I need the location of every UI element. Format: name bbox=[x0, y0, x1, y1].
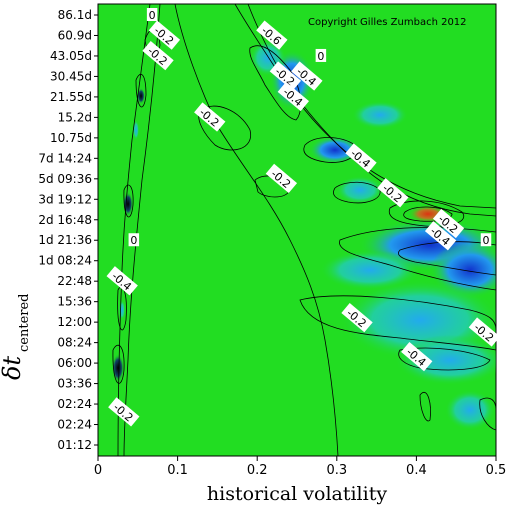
heat-spot bbox=[119, 300, 125, 320]
contour-label-text: 0 bbox=[317, 50, 324, 63]
contour-line bbox=[388, 200, 465, 227]
y-tick-label: 01:12 bbox=[57, 438, 92, 452]
y-tick-label: 08:24 bbox=[57, 336, 92, 350]
x-tick-label: 0 bbox=[94, 463, 102, 478]
contour-label: 0 bbox=[315, 48, 327, 63]
contour-label-text: 0 bbox=[149, 9, 156, 22]
contour-label-box bbox=[315, 48, 327, 62]
y-axis-label-main: δt bbox=[0, 356, 26, 380]
y-tick-label: 15:36 bbox=[57, 295, 92, 309]
heat-spot bbox=[137, 88, 145, 104]
y-tick-label: 60.9d bbox=[58, 28, 92, 42]
x-tick-label: 0.5 bbox=[486, 463, 507, 478]
x-axis-ticks: 0 0.1 0.2 0.3 0.4 0.5 bbox=[94, 456, 506, 478]
contour-line bbox=[247, 4, 496, 217]
y-axis-label-sub: centered bbox=[17, 294, 32, 353]
contour-line bbox=[299, 295, 496, 351]
contour-line bbox=[249, 45, 302, 121]
x-tick-label: 0.1 bbox=[167, 463, 188, 478]
heat-region bbox=[395, 335, 496, 385]
y-tick-label: 5d 09:36 bbox=[38, 172, 92, 186]
y-tick-label: 06:00 bbox=[57, 356, 92, 370]
contour-line bbox=[479, 397, 496, 431]
y-tick-label: 86.1d bbox=[58, 8, 92, 22]
copyright-text: Copyright Gilles Zumbach 2012 bbox=[308, 17, 467, 28]
heat-spot bbox=[133, 120, 139, 140]
y-axis-label: δt centered bbox=[0, 294, 32, 381]
contour-label-box bbox=[277, 81, 310, 112]
contour-label-box bbox=[432, 208, 465, 239]
contour-label-box bbox=[269, 61, 302, 91]
y-tick-label: 30.45d bbox=[50, 69, 92, 83]
contour-label-box bbox=[256, 20, 288, 50]
contour-label-text: 0 bbox=[483, 234, 490, 247]
y-tick-label: 43.05d bbox=[50, 49, 92, 63]
contour-label-box bbox=[194, 102, 226, 132]
heat-region bbox=[445, 390, 495, 430]
y-tick-label: 10.75d bbox=[50, 131, 92, 145]
contour-label-box bbox=[424, 221, 457, 251]
x-tick-label: 0.2 bbox=[247, 463, 268, 478]
heat-region bbox=[352, 101, 408, 129]
contour-label-box bbox=[468, 317, 501, 347]
contour-line bbox=[333, 181, 381, 204]
contour-line bbox=[123, 184, 134, 218]
contour-line bbox=[234, 4, 496, 209]
contour-line bbox=[112, 344, 125, 384]
heat-region bbox=[320, 250, 420, 290]
y-tick-label: 15.2d bbox=[58, 110, 92, 124]
contour-label-box bbox=[291, 61, 323, 91]
contour-label-text: 0 bbox=[130, 234, 137, 247]
heat-region bbox=[336, 176, 384, 204]
contour-label-box bbox=[401, 341, 433, 372]
y-tick-label: 7d 14:24 bbox=[38, 151, 92, 165]
contour-label-box bbox=[106, 266, 138, 296]
contour-line bbox=[419, 392, 431, 422]
contour-label-box bbox=[377, 178, 409, 208]
contour-line bbox=[135, 73, 147, 108]
contour-label-box bbox=[128, 233, 140, 247]
y-axis-ticks: 01:12 02:24 02:24 03:36 06:00 08:24 12:00 15:36… bbox=[38, 8, 98, 452]
x-tick-label: 0.4 bbox=[406, 463, 427, 478]
heat-region bbox=[309, 136, 361, 164]
x-axis-label: historical volatility bbox=[207, 483, 387, 505]
contour-label: 0 bbox=[480, 233, 492, 247]
y-tick-label: 03:36 bbox=[57, 377, 92, 391]
contour-label-box bbox=[265, 163, 298, 194]
y-tick-label: 02:24 bbox=[57, 418, 92, 432]
contour-line bbox=[198, 105, 252, 151]
y-tick-label: 21.55d bbox=[50, 90, 92, 104]
y-tick-label: 12:00 bbox=[57, 315, 92, 329]
y-tick-label: 3d 19:12 bbox=[38, 192, 92, 206]
y-tick-label: 1d 21:36 bbox=[38, 233, 92, 247]
contour-label-box bbox=[345, 143, 377, 173]
y-tick-label: 1d 08:24 bbox=[38, 254, 92, 268]
x-tick-label: 0.3 bbox=[326, 463, 347, 478]
contour-label-box bbox=[148, 20, 181, 50]
contour-line bbox=[339, 227, 496, 291]
y-tick-label: 02:24 bbox=[57, 397, 92, 411]
contour-label-box bbox=[341, 303, 373, 333]
heat-spot bbox=[112, 354, 124, 382]
contour-line bbox=[174, 4, 339, 456]
contour-label: 0 bbox=[146, 8, 158, 22]
contour-label: 0 bbox=[128, 233, 140, 247]
contour-line bbox=[398, 347, 491, 371]
contour-label-box bbox=[142, 40, 174, 71]
contour-label-box bbox=[480, 233, 492, 247]
contour-line bbox=[303, 137, 357, 163]
contour-label-box bbox=[146, 8, 158, 21]
y-tick-label: 2d 16:48 bbox=[38, 213, 92, 227]
contour-label-box bbox=[108, 397, 140, 427]
y-tick-label: 22:48 bbox=[57, 274, 92, 288]
